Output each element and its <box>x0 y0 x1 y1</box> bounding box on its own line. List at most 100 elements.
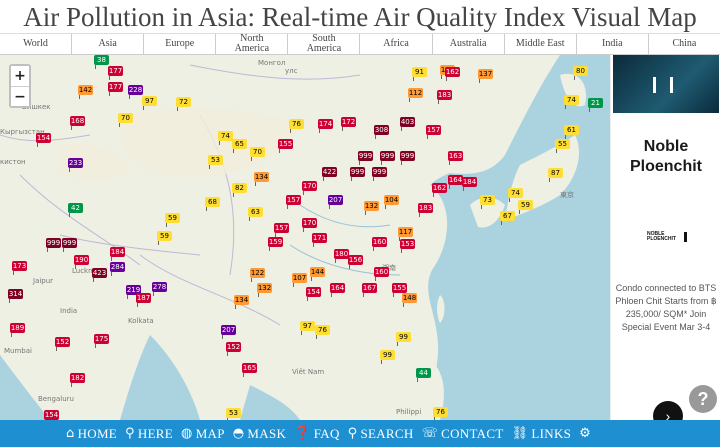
aqi-station-marker[interactable]: 55 <box>555 139 570 153</box>
aqi-station-marker[interactable]: 154 <box>306 287 321 301</box>
tab-region[interactable]: India <box>575 34 648 54</box>
aqi-station-marker[interactable]: 132 <box>364 201 379 215</box>
aqi-station-marker[interactable]: 167 <box>362 283 377 297</box>
aqi-station-marker[interactable]: 423 <box>92 268 107 282</box>
aqi-station-marker[interactable]: 165 <box>242 363 257 377</box>
aqi-station-marker[interactable]: 42 <box>68 203 83 217</box>
aqi-station-marker[interactable]: 59 <box>157 231 172 245</box>
aqi-station-marker[interactable]: 154 <box>36 133 51 147</box>
aqi-station-marker[interactable]: 74 <box>508 188 523 202</box>
aqi-station-marker[interactable]: 73 <box>480 195 495 209</box>
aqi-station-marker[interactable]: 999 <box>62 238 77 252</box>
aqi-station-marker[interactable]: 107 <box>292 273 307 287</box>
aqi-station-marker[interactable]: 228 <box>128 85 143 99</box>
aqi-station-marker[interactable]: 308 <box>374 125 389 139</box>
aqi-station-marker[interactable]: 68 <box>205 197 220 211</box>
aqi-station-marker[interactable]: 117 <box>398 227 413 241</box>
tab-region[interactable]: Africa <box>359 34 431 54</box>
aqi-station-marker[interactable]: 76 <box>289 119 304 133</box>
aqi-station-marker[interactable]: 999 <box>46 238 61 252</box>
aqi-station-marker[interactable]: 157 <box>426 125 441 139</box>
aqi-station-marker[interactable]: 999 <box>400 151 415 165</box>
aqi-station-marker[interactable]: 159 <box>268 237 283 251</box>
nav-mask[interactable]: ◓ MASK <box>233 426 286 442</box>
aqi-station-marker[interactable]: 99 <box>396 332 411 346</box>
aqi-map[interactable]: Монгол улс Бишкек Кыргызстан кистон Jaipur Luc… <box>0 55 610 420</box>
aqi-station-marker[interactable]: 160 <box>372 237 387 251</box>
nav-contact[interactable]: ☏ CONTACT <box>422 426 504 442</box>
tab-region[interactable]: Europe <box>143 34 215 54</box>
aqi-station-marker[interactable]: 207 <box>221 325 236 339</box>
aqi-station-marker[interactable]: 59 <box>165 213 180 227</box>
aqi-station-marker[interactable]: 142 <box>78 85 93 99</box>
nav-here[interactable]: ⚲ HERE <box>125 426 173 442</box>
aqi-station-marker[interactable]: 162 <box>432 183 447 197</box>
aqi-station-marker[interactable]: 65 <box>232 139 247 153</box>
aqi-station-marker[interactable]: 99 <box>380 350 395 364</box>
aqi-station-marker[interactable]: 999 <box>358 151 373 165</box>
aqi-station-marker[interactable]: 177 <box>108 66 123 80</box>
aqi-station-marker[interactable]: 63 <box>248 207 263 221</box>
zoom-out-button[interactable]: − <box>11 86 29 106</box>
aqi-station-marker[interactable]: 999 <box>350 167 365 181</box>
aqi-station-marker[interactable]: 154 <box>44 410 59 420</box>
aqi-station-marker[interactable]: 284 <box>110 262 125 276</box>
aqi-station-marker[interactable]: 132 <box>257 283 272 297</box>
aqi-station-marker[interactable]: 999 <box>380 151 395 165</box>
zoom-in-button[interactable]: + <box>11 66 29 86</box>
aqi-station-marker[interactable]: 156 <box>348 255 363 269</box>
aqi-station-marker[interactable]: 72 <box>176 97 191 111</box>
aqi-station-marker[interactable]: 182 <box>70 373 85 387</box>
aqi-station-marker[interactable]: 97 <box>300 321 315 335</box>
aqi-station-marker[interactable]: 189 <box>10 323 25 337</box>
aqi-station-marker[interactable]: 155 <box>278 139 293 153</box>
tab-region[interactable]: Asia <box>71 34 143 54</box>
aqi-station-marker[interactable]: 164 <box>448 175 463 189</box>
aqi-station-marker[interactable]: 152 <box>226 342 241 356</box>
nav-links[interactable]: ⛓ LINKS <box>512 426 572 442</box>
aqi-station-marker[interactable]: 97 <box>142 96 157 110</box>
aqi-station-marker[interactable]: 184 <box>462 177 477 191</box>
aqi-station-marker[interactable]: 76 <box>433 407 448 420</box>
aqi-station-marker[interactable]: 148 <box>402 293 417 307</box>
aqi-station-marker[interactable]: 80 <box>573 66 588 80</box>
aqi-station-marker[interactable]: 171 <box>312 233 327 247</box>
aqi-station-marker[interactable]: 162 <box>445 67 460 81</box>
aqi-station-marker[interactable]: 21 <box>588 98 603 112</box>
ad-logo[interactable]: Noble Ploenchit <box>629 138 702 175</box>
aqi-station-marker[interactable]: 174 <box>318 119 333 133</box>
aqi-station-marker[interactable]: 61 <box>564 125 579 139</box>
aqi-station-marker[interactable]: 70 <box>250 147 265 161</box>
aqi-station-marker[interactable]: 157 <box>274 223 289 237</box>
aqi-station-marker[interactable]: 233 <box>68 158 83 172</box>
aqi-station-marker[interactable]: 157 <box>286 195 301 209</box>
aqi-station-marker[interactable]: 70 <box>118 113 133 127</box>
aqi-station-marker[interactable]: 177 <box>108 82 123 96</box>
nav-home[interactable]: ⌂ HOME <box>66 426 117 442</box>
aqi-station-marker[interactable]: 207 <box>328 195 343 209</box>
aqi-station-marker[interactable]: 104 <box>384 195 399 209</box>
aqi-station-marker[interactable]: 67 <box>500 211 515 225</box>
aqi-station-marker[interactable]: 112 <box>408 88 423 102</box>
aqi-station-marker[interactable]: 170 <box>302 181 317 195</box>
aqi-station-marker[interactable]: 59 <box>518 200 533 214</box>
aqi-station-marker[interactable]: 76 <box>315 325 330 339</box>
aqi-station-marker[interactable]: 53 <box>208 155 223 169</box>
nav-faq[interactable]: ❓ FAQ <box>294 426 339 442</box>
aqi-station-marker[interactable]: 160 <box>374 267 389 281</box>
aqi-station-marker[interactable]: 74 <box>564 95 579 109</box>
aqi-station-marker[interactable]: 122 <box>250 268 265 282</box>
tab-region[interactable]: World <box>23 38 48 49</box>
aqi-station-marker[interactable]: 87 <box>548 168 563 182</box>
aqi-station-marker[interactable]: 134 <box>234 295 249 309</box>
ad-image[interactable] <box>613 55 719 113</box>
aqi-station-marker[interactable]: 170 <box>302 218 317 232</box>
aqi-station-marker[interactable]: 38 <box>94 55 109 69</box>
aqi-station-marker[interactable]: 164 <box>330 283 345 297</box>
tab-region[interactable]: South America <box>287 34 359 54</box>
aqi-station-marker[interactable]: 422 <box>322 167 337 181</box>
aqi-station-marker[interactable]: 168 <box>70 116 85 130</box>
aqi-station-marker[interactable]: 184 <box>110 247 125 261</box>
nav-search[interactable]: ⚲ SEARCH <box>348 426 414 442</box>
aqi-station-marker[interactable]: 173 <box>12 261 27 275</box>
